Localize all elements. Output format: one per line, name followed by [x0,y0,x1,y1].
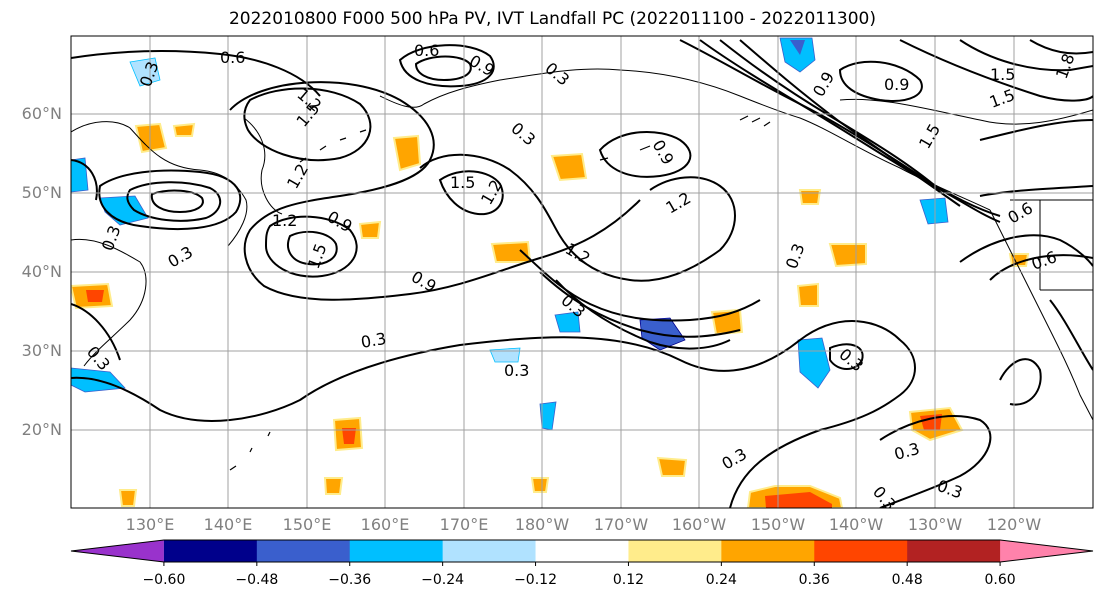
shade-negative-patch [779,37,816,73]
shade-positive-patch [86,290,104,302]
colorbar-extend-max [1000,540,1093,562]
colorbar-extend-min [71,540,164,562]
shade-positive-patch [765,492,832,508]
colorbar-tick-label: 0.24 [705,572,737,588]
lon-label: 160°W [671,515,727,534]
lat-label: 30°N [21,341,62,360]
shade-positive-patch [828,243,867,268]
lat-label: 50°N [21,183,62,202]
shade-positive-patch [392,134,422,172]
lon-label: 180°W [514,515,570,534]
contour-label: 1.5 [450,173,475,192]
colorbar-swatch [349,540,444,562]
shade-positive-patch [798,189,822,205]
colorbar-swatch [628,540,722,562]
contour-label: 0.3 [359,329,387,352]
shade-positive-patch [118,489,138,507]
pv-contours [71,39,1093,508]
colorbar-swatch [256,540,351,562]
colorbar-swatch [442,540,537,562]
colorbar-tick-label: −0.48 [235,572,279,588]
lon-label: 150°W [750,515,806,534]
lon-label: 150°E [282,515,332,534]
lon-label: 140°E [203,515,253,534]
contour-label: 0.3 [504,361,529,380]
lon-label: 140°W [828,515,884,534]
lat-label: 60°N [21,104,62,123]
shade-positive-patch [656,456,688,477]
lon-label: 130°W [907,515,963,534]
lon-label: 160°E [360,515,410,534]
shade-negative-patch [790,40,805,55]
lon-label: 170°E [439,515,489,534]
colorbar-swatch [535,540,629,562]
colorbar-tick-label: 0.12 [612,572,645,588]
shade-positive-patch [342,428,356,444]
shade-positive-patch [490,240,532,263]
shade-positive-patch [796,282,819,307]
map-title: 2022010800 F000 500 hPa PV, IVT Landfall… [228,9,876,29]
colorbar-swatch [163,540,258,562]
shade-positive-patch [550,152,588,182]
colorbar-tick-label: −0.12 [514,572,557,588]
lon-label: 120°W [986,515,1042,534]
shade-positive-patch [172,122,196,137]
lon-label: 130°E [125,515,175,534]
shade-negative-patch [71,157,89,193]
lon-label: 170°W [593,515,649,534]
shade-positive-patch [134,122,168,154]
shade-negative-patch [129,57,161,87]
contour-label: 0.6 [220,48,245,67]
graticule [71,36,1093,508]
map-frame [70,35,1094,509]
shade-negative-patch [489,347,521,363]
colorbar-tick-label: 0.36 [798,572,830,588]
colorbar-tick-label: −0.60 [142,572,186,588]
contour-label: 1.5 [990,65,1015,84]
shade-negative-patch [554,311,581,333]
colorbar-swatch [907,540,1001,562]
shade-positive-patch [323,477,344,495]
shade-negative-patch [919,197,949,225]
lat-label: 20°N [21,420,62,439]
colorbar-tick-label: 0.60 [984,572,1016,588]
colorbar-swatch [814,540,908,562]
lat-label: 40°N [21,262,62,281]
colorbar-tick-label: 0.48 [891,572,923,588]
shade-positive-patch [530,477,550,493]
colorbar [70,539,1094,566]
colorbar-tick-label: −0.24 [421,572,465,588]
contour-label: 0.6 [414,41,439,60]
contour-label: 1.2 [272,211,297,230]
contour-label: 0.9 [884,75,909,94]
shade-positive-patch [358,220,382,239]
colorbar-tick-label: −0.36 [328,572,372,588]
colorbar-swatch [721,540,815,562]
